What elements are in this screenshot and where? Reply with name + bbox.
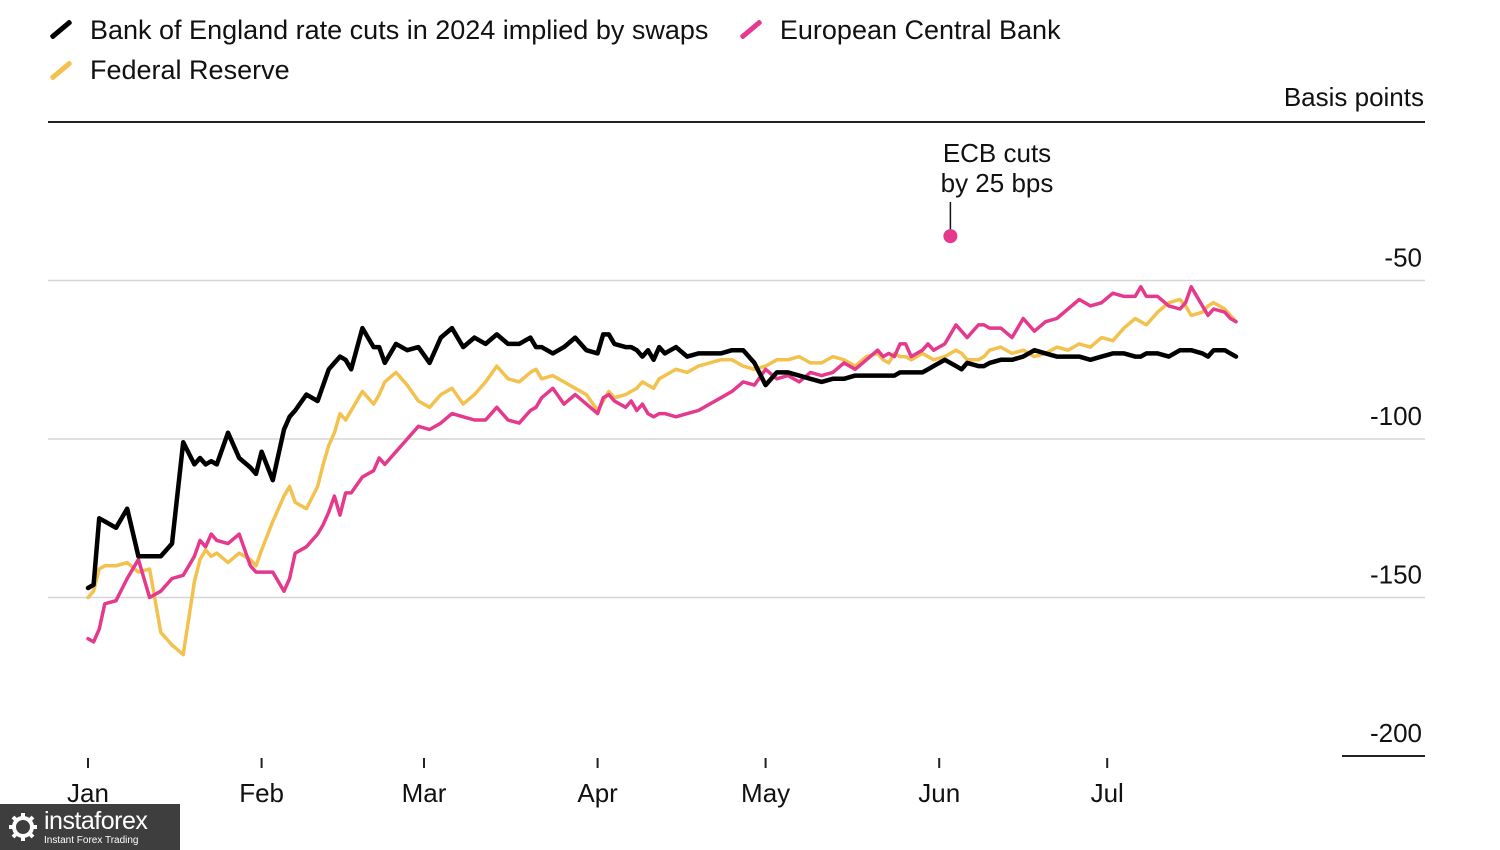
- instaforex-watermark: instaforex Instant Forex Trading: [0, 804, 180, 850]
- series-lines: [85, 285, 1239, 657]
- annotation-line-1: ECB cuts: [943, 138, 1051, 168]
- legend-label-ecb: European Central Bank: [779, 14, 1061, 45]
- x-tick-label-apr: Apr: [577, 778, 618, 808]
- legend-label-fed: Federal Reserve: [90, 55, 290, 85]
- y-tick-label: -50: [1384, 243, 1422, 273]
- x-tick-label-may: May: [741, 778, 790, 808]
- x-tick-label-jun: Jun: [918, 778, 960, 808]
- legend-label-boe: Bank of England rate cuts in 2024 implie…: [90, 14, 709, 45]
- x-tick-label-jan: Jan: [67, 778, 109, 808]
- x-axis-ticks: Jan Feb Mar Apr May Jun Jul: [67, 758, 1124, 808]
- series-line-ecb: [86, 285, 1238, 644]
- legend-item-boe[interactable]: Bank of England rate cuts in 2024 implie…: [48, 13, 708, 47]
- annotation-line-2: by 25 bps: [941, 168, 1054, 198]
- watermark-brand: instaforex: [44, 806, 148, 835]
- y-axis-unit-label: Basis points: [1283, 82, 1424, 112]
- y-tick-labels: -50 -100 -150 -200: [1370, 243, 1422, 749]
- legend: Bank of England rate cuts in 2024 implie…: [48, 6, 1348, 87]
- x-tick-label-jul: Jul: [1091, 778, 1124, 808]
- y-tick-label: -200: [1370, 718, 1422, 748]
- annotation-marker: [943, 229, 958, 244]
- y-tick-label: -100: [1370, 401, 1422, 431]
- series-line-boe: [85, 325, 1239, 591]
- x-tick-label-mar: Mar: [402, 778, 447, 808]
- watermark-subtitle: Instant Forex Trading: [44, 834, 139, 846]
- legend-item-ecb[interactable]: European Central Bank: [738, 13, 1061, 47]
- y-tick-label: -150: [1370, 560, 1422, 590]
- legend-item-fed[interactable]: Federal Reserve: [48, 53, 290, 87]
- gear-logo-icon: [9, 813, 37, 841]
- grid-lines: [48, 121, 1425, 757]
- x-tick-label-feb: Feb: [239, 778, 284, 808]
- ecb-cut-annotation: ECB cuts by 25 bps: [941, 138, 1054, 244]
